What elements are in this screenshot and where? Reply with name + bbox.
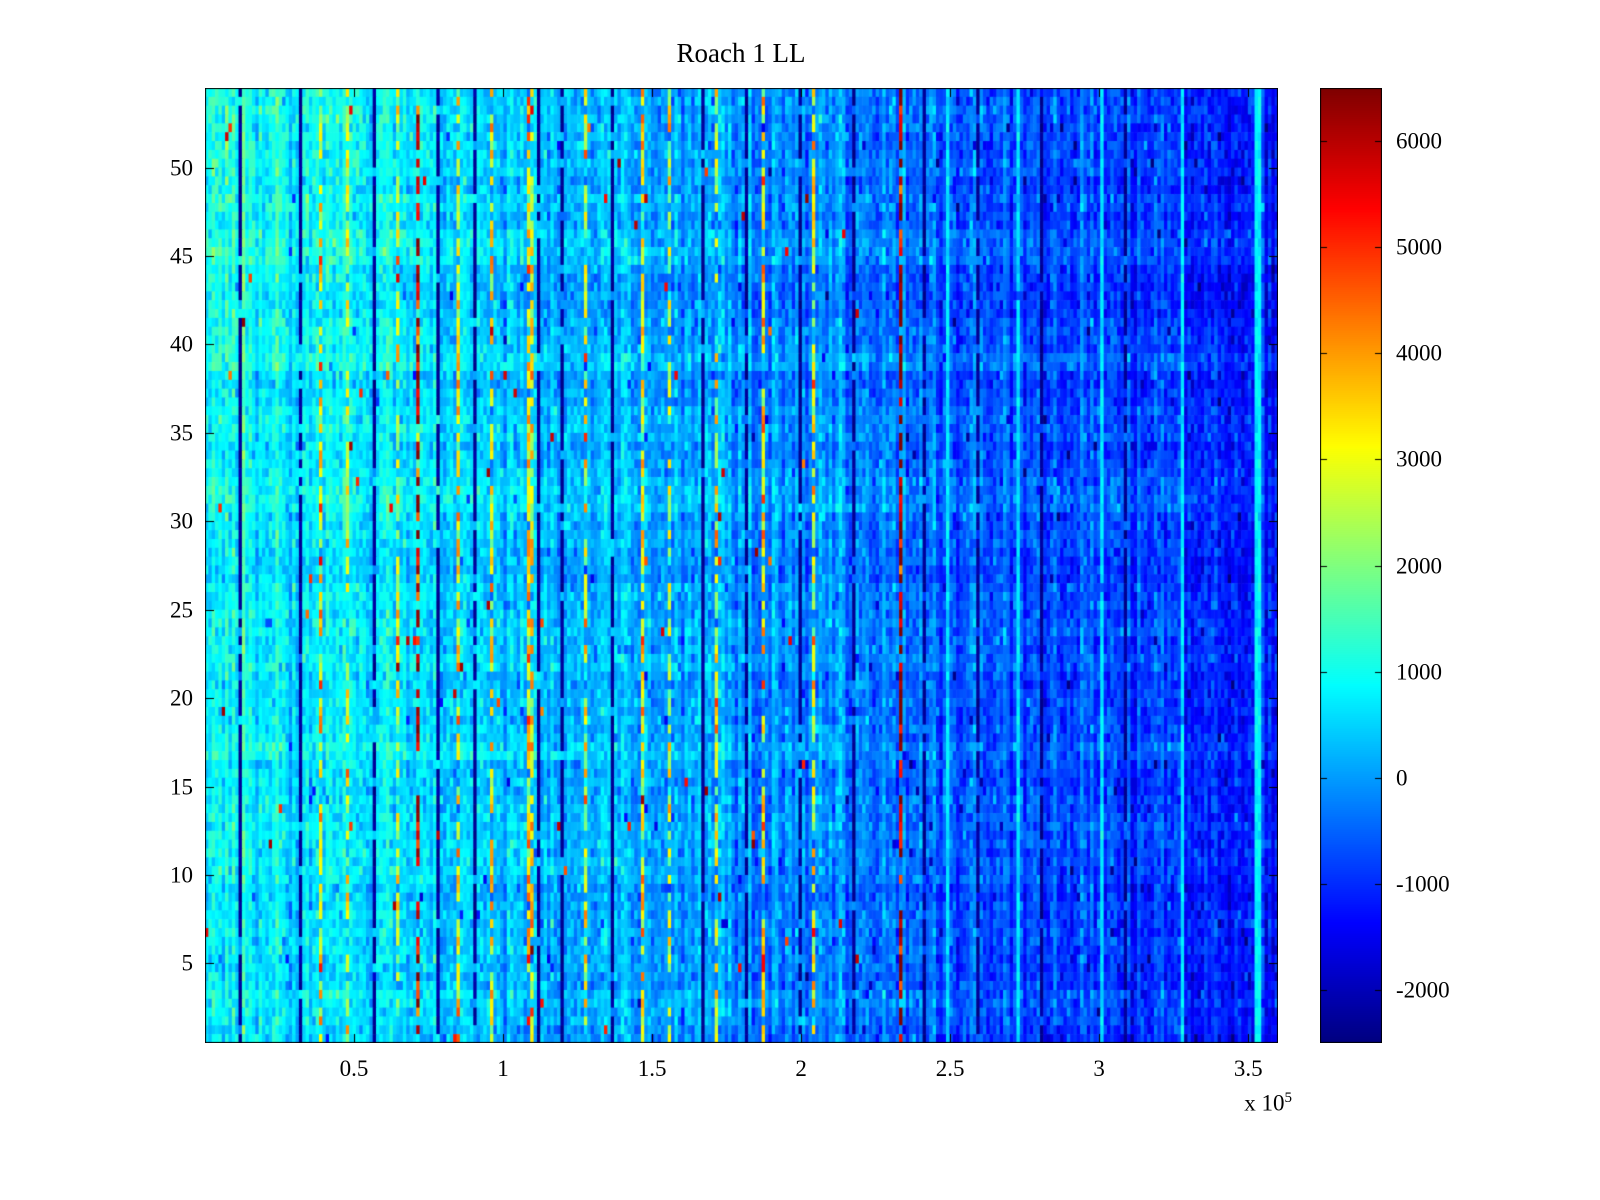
x-tick-label: 1 [497,1056,509,1081]
x-tick-label: 2 [795,1056,807,1081]
colorbar-tick-label: 0 [1396,765,1408,791]
chart-title: Roach 1 LL [676,38,806,68]
y-tick-label: 30 [170,508,193,534]
x-tick-label: 0.5 [339,1056,369,1081]
colorbar-tick-label: -2000 [1396,977,1450,1003]
y-tick-label: 45 [170,243,193,269]
y-tick-label: 10 [170,862,193,888]
x-axis-exponent-label: x 105 [1244,1090,1292,1117]
colorbar-tick-label: 6000 [1396,128,1442,154]
colorbar-tick-label: 3000 [1396,446,1442,472]
colorbar-tick-label: 2000 [1396,553,1442,578]
exponent-prefix: x 10 [1244,1090,1285,1116]
y-tick-label: 35 [170,420,193,446]
heatmap-canvas [205,88,1278,1043]
colorbar-tick-label: -1000 [1396,871,1450,897]
y-tick-label: 5 [181,950,194,976]
x-tick-label: 1.5 [637,1056,667,1081]
colorbar-tick-label: 4000 [1396,340,1442,366]
x-tick-label: 3 [1093,1056,1105,1081]
colorbar-canvas [1320,88,1382,1043]
y-tick-label: 20 [170,685,193,711]
colorbar-tick-label: 1000 [1396,659,1442,685]
y-tick-label: 15 [170,774,193,800]
exponent-power: 5 [1284,1090,1293,1106]
y-tick-label: 40 [170,331,193,357]
x-tick-label: 2.5 [935,1056,965,1081]
x-tick-label: 3.5 [1233,1056,1263,1081]
y-tick-label: 50 [170,155,193,181]
y-tick-label: 25 [170,597,193,623]
colorbar-tick-label: 5000 [1396,234,1442,260]
